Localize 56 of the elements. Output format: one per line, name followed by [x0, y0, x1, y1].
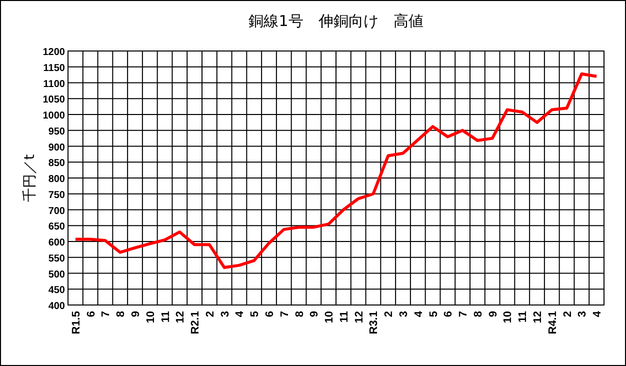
x-tick-label: R2.1 [190, 311, 202, 334]
x-tick-label: 10 [324, 311, 336, 324]
x-tick-label: 3 [398, 311, 410, 318]
x-tick-label: 2 [383, 311, 396, 318]
y-axis-title: 千円／t [22, 154, 38, 202]
x-tick-label: 3 [576, 311, 589, 318]
line-series [74, 72, 598, 270]
y-tick-label: 1100 [43, 78, 66, 90]
x-tick-label: 9 [487, 311, 500, 318]
y-tick-label: 850 [48, 158, 66, 170]
x-tick-label: 2 [204, 311, 216, 318]
chart-title: 銅線1号 伸銅向け 高値 [248, 12, 424, 30]
x-tick-label: 8 [294, 311, 306, 318]
x-tick-label: 11 [338, 311, 350, 323]
y-tick-label: 500 [48, 269, 66, 280]
x-tick-label: 6 [264, 311, 276, 318]
y-tick-label: 900 [48, 142, 66, 154]
x-tick-label: 7 [278, 311, 291, 318]
y-tick-label: 450 [48, 285, 66, 296]
x-tick-label: 11 [517, 311, 530, 323]
y-tick-label: 750 [48, 190, 66, 201]
x-tick-label: 3 [219, 311, 232, 318]
x-tick-label: 10 [502, 311, 514, 324]
x-tick-label: R3.1 [368, 311, 380, 334]
x-tick-label: 7 [100, 311, 112, 318]
x-tick-label: 12 [532, 311, 544, 324]
x-tick-label: 8 [472, 311, 484, 318]
y-tick-label: 650 [48, 222, 66, 233]
x-tick-label: 6 [442, 311, 455, 318]
x-tick-label: 9 [308, 311, 321, 318]
x-tick-label: 4 [592, 310, 604, 318]
x-tick-label: 7 [458, 311, 470, 318]
y-tick-label: 600 [48, 238, 66, 248]
y-tick-label: 550 [48, 253, 66, 264]
x-tick-label: 11 [160, 311, 172, 323]
x-tick-label: 6 [85, 311, 98, 318]
x-tick-label: 5 [249, 311, 262, 318]
x-tick-label: 10 [144, 311, 157, 324]
y-tick-label: 1200 [42, 47, 66, 58]
x-tick-label: 9 [130, 311, 142, 318]
y-tick-label: 800 [48, 174, 66, 185]
x-tick-label: 12 [174, 311, 187, 324]
x-tick-label: 8 [115, 311, 128, 318]
x-tick-label: 4 [234, 310, 246, 318]
x-tick-label: 12 [353, 311, 366, 324]
y-tick-label: 1000 [42, 110, 66, 122]
y-tick-label: 1150 [43, 62, 66, 74]
x-tick-label: R1.5 [70, 311, 82, 334]
y-tick-label: 700 [48, 206, 66, 217]
x-tick-label: R4.1 [546, 311, 559, 334]
x-tick-label: 5 [428, 311, 440, 318]
x-tick-label: 4 [412, 310, 425, 318]
y-tick-label: 400 [48, 301, 66, 312]
y-tick-label: 950 [48, 126, 66, 138]
y-tick-label: 1050 [42, 94, 66, 106]
x-tick-label: 2 [562, 311, 574, 318]
